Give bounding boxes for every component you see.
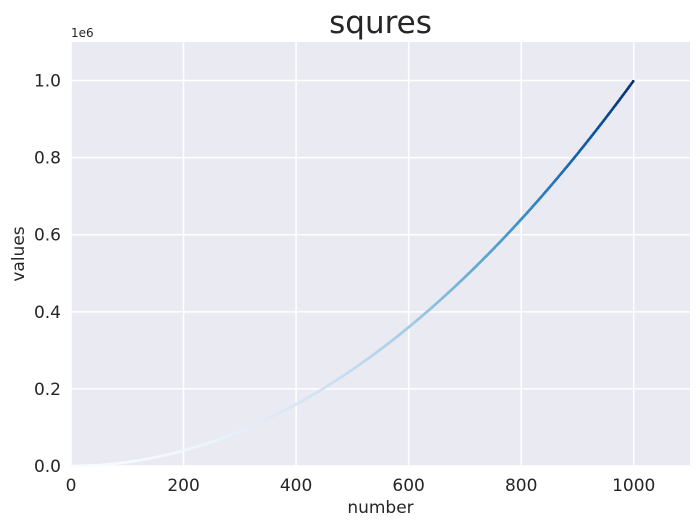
y-axis-ticks: 0.0 0.2 0.4 0.6 0.8 1.0 (34, 72, 61, 477)
series-squares (70, 79, 635, 468)
x-tick-label: 0 (66, 476, 77, 496)
data-point (631, 79, 635, 83)
x-tick-label: 1000 (612, 476, 655, 496)
x-tick-label: 800 (505, 476, 537, 496)
x-tick-label: 400 (280, 476, 312, 496)
grid (70, 42, 690, 467)
y-tick-label: 0.2 (34, 380, 61, 400)
y-tick-label: 0.8 (34, 149, 61, 169)
x-axis-label: number (347, 498, 413, 518)
plot-area (71, 42, 690, 466)
y-axis-label: values (9, 226, 29, 281)
y-tick-label: 0.4 (34, 303, 61, 323)
y-offset-label: 1e6 (71, 26, 94, 40)
x-tick-label: 600 (392, 476, 424, 496)
chart-title: squres (329, 5, 432, 41)
y-tick-label: 0.6 (34, 226, 61, 246)
y-tick-label: 0.0 (34, 457, 61, 477)
y-tick-label: 1.0 (34, 72, 61, 92)
x-tick-label: 200 (167, 476, 199, 496)
x-axis-ticks: 0 200 400 600 800 1000 (66, 476, 656, 496)
